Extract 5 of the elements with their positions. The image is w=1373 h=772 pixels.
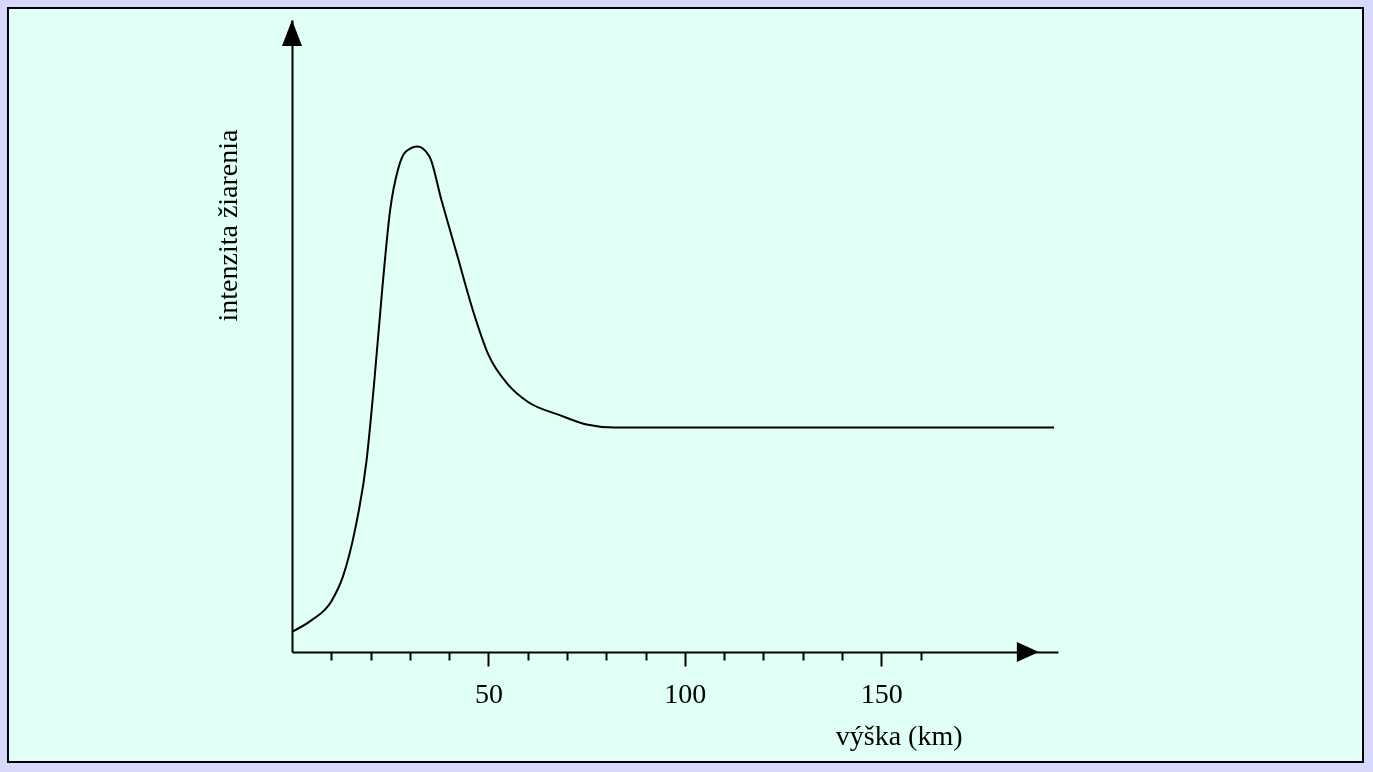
x-tick-label: 50 xyxy=(474,677,503,709)
x-axis-title: výška (km) xyxy=(835,719,963,751)
y-axis-title: intenzita žiarenia xyxy=(211,128,243,322)
x-tick-label: 150 xyxy=(860,677,903,709)
x-tick-label: 100 xyxy=(664,677,707,709)
